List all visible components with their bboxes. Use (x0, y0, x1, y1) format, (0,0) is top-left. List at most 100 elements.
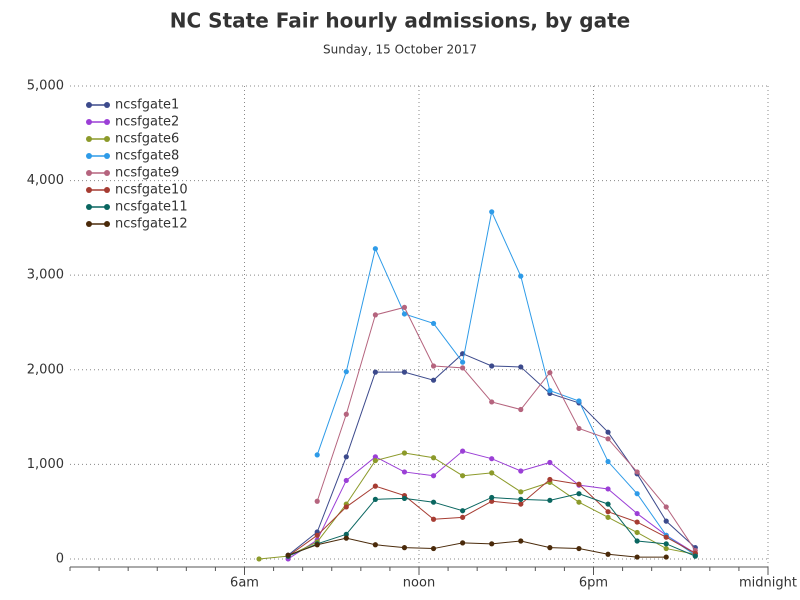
data-point (372, 369, 378, 375)
data-point (372, 454, 378, 460)
data-point (605, 514, 611, 520)
series-line (258, 452, 696, 560)
data-point (430, 455, 437, 461)
data-point (372, 542, 378, 548)
legend-marker (86, 136, 92, 142)
data-point (489, 456, 495, 462)
data-point (576, 545, 582, 552)
legend-marker (104, 153, 110, 159)
data-point (692, 553, 698, 559)
legend-marker (104, 221, 110, 227)
data-point (663, 554, 669, 560)
data-point (314, 542, 320, 548)
data-point (372, 457, 378, 464)
data-point (489, 541, 495, 547)
data-point (576, 425, 582, 432)
data-point (460, 448, 466, 454)
data-point (460, 359, 466, 365)
data-point (372, 312, 378, 318)
y-tick-label: 3,000 (27, 268, 64, 283)
data-point (518, 538, 524, 544)
legend-label: ncsfgate2 (115, 115, 179, 130)
data-point (489, 209, 495, 215)
data-point (518, 273, 524, 279)
data-point (401, 545, 408, 551)
x-tick-label: 6am (230, 576, 259, 591)
data-point (314, 452, 320, 458)
data-point (430, 320, 437, 327)
legend-marker (104, 204, 110, 210)
y-tick-label: 4,000 (27, 173, 64, 188)
data-point (605, 429, 611, 435)
y-tick-label: 1,000 (27, 457, 64, 472)
data-point (430, 516, 437, 522)
data-point (372, 496, 378, 502)
data-point (489, 494, 495, 501)
data-point (343, 531, 349, 537)
legend-marker (86, 204, 92, 210)
data-point (518, 406, 524, 413)
data-point (518, 468, 524, 474)
data-point (343, 535, 349, 541)
data-point (343, 477, 349, 484)
data-point (343, 411, 349, 417)
data-point (605, 509, 611, 515)
data-point (460, 473, 466, 479)
data-point (634, 529, 640, 536)
data-point (314, 532, 320, 538)
data-point (372, 483, 378, 489)
legend-label: ncsfgate8 (115, 149, 179, 164)
legend-marker (86, 170, 92, 176)
series-line (287, 537, 667, 558)
data-point (663, 518, 669, 524)
data-point (605, 486, 611, 492)
data-point (547, 545, 553, 551)
data-point (489, 498, 495, 504)
data-point (430, 363, 437, 369)
data-point (634, 538, 640, 544)
data-point (547, 459, 553, 466)
data-point (460, 514, 466, 520)
legend-label: ncsfgate6 (115, 132, 179, 147)
data-point (401, 369, 408, 375)
data-point (576, 491, 582, 497)
data-point (401, 469, 408, 475)
data-point (372, 246, 378, 252)
data-point (634, 491, 640, 497)
data-point (489, 470, 495, 476)
data-point (460, 540, 466, 546)
data-point (605, 458, 611, 465)
data-point (460, 365, 466, 371)
data-point (576, 398, 582, 404)
data-point (663, 541, 669, 547)
data-point (605, 436, 611, 442)
legend-marker (104, 136, 110, 142)
data-point (401, 495, 408, 502)
data-point (518, 489, 524, 495)
data-point (314, 498, 320, 504)
data-point (663, 504, 669, 510)
y-tick-label: 0 (56, 551, 64, 566)
legend-marker (104, 102, 110, 108)
data-point (401, 311, 408, 317)
data-point (576, 499, 582, 505)
series-line (316, 210, 696, 556)
data-point (430, 377, 437, 383)
data-point (430, 499, 437, 505)
data-point (634, 510, 640, 517)
data-point (547, 387, 553, 394)
x-tick-label: noon (403, 576, 435, 591)
legend-marker (86, 102, 92, 108)
data-point (285, 552, 291, 558)
legend-label: ncsfgate1 (115, 98, 179, 113)
data-point (518, 496, 524, 502)
data-point (518, 364, 524, 370)
chart-title: NC State Fair hourly admissions, by gate (170, 9, 630, 33)
data-point (576, 481, 582, 487)
series-line (287, 353, 696, 556)
data-point (634, 469, 640, 475)
data-point (489, 399, 495, 405)
data-point (634, 554, 640, 560)
x-tick-label: midnight (739, 576, 797, 591)
